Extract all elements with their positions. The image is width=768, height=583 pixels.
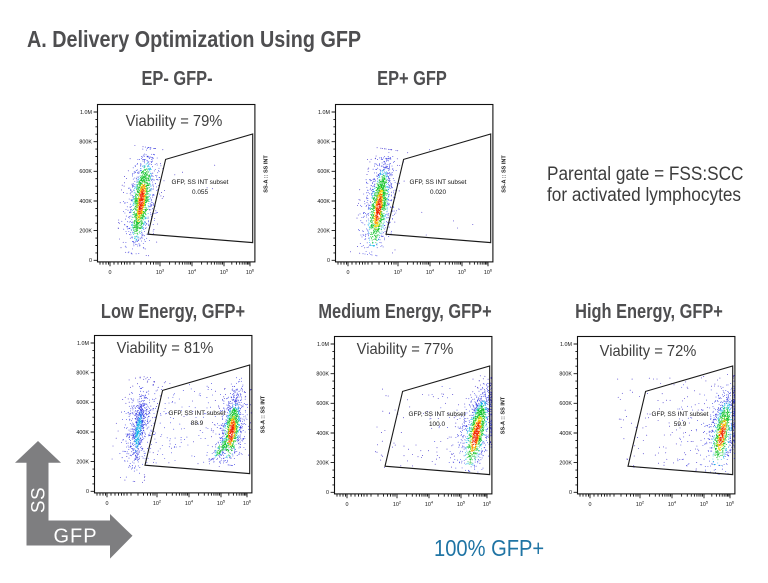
svg-text:400K: 400K bbox=[317, 199, 330, 205]
svg-text:0: 0 bbox=[327, 258, 330, 264]
svg-text:600K: 600K bbox=[79, 169, 92, 175]
svg-text:400K: 400K bbox=[316, 431, 329, 437]
svg-text:SS-A :: SS INT: SS-A :: SS INT bbox=[501, 396, 507, 434]
svg-text:GFP, SS INT subset: GFP, SS INT subset bbox=[409, 411, 466, 418]
svg-text:105: 105 bbox=[220, 268, 229, 276]
svg-text:SS-A :: SS INT: SS-A :: SS INT bbox=[502, 155, 508, 193]
svg-text:800K: 800K bbox=[316, 372, 329, 378]
svg-text:GFP, SS INT subset: GFP, SS INT subset bbox=[172, 179, 229, 186]
svg-text:800K: 800K bbox=[76, 371, 89, 377]
svg-text:GFP: GFP bbox=[53, 526, 97, 548]
svg-text:105: 105 bbox=[217, 499, 226, 507]
svg-text:106: 106 bbox=[483, 500, 492, 508]
svg-text:105: 105 bbox=[700, 500, 709, 508]
svg-text:0: 0 bbox=[89, 258, 92, 264]
svg-text:106: 106 bbox=[246, 268, 255, 276]
svg-text:0: 0 bbox=[326, 490, 329, 496]
svg-text:800K: 800K bbox=[317, 140, 330, 146]
svg-text:59.9: 59.9 bbox=[674, 421, 687, 428]
svg-text:0.055: 0.055 bbox=[192, 189, 208, 196]
svg-text:105: 105 bbox=[458, 268, 467, 276]
svg-text:1.0M: 1.0M bbox=[317, 342, 329, 348]
svg-text:0: 0 bbox=[346, 502, 349, 508]
svg-text:GFP, SS INT subset: GFP, SS INT subset bbox=[410, 179, 467, 186]
svg-text:102: 102 bbox=[393, 500, 402, 508]
svg-text:600K: 600K bbox=[316, 401, 329, 407]
svg-text:0: 0 bbox=[347, 270, 350, 276]
svg-text:104: 104 bbox=[185, 499, 194, 507]
svg-text:100.0: 100.0 bbox=[429, 421, 445, 428]
svg-text:104: 104 bbox=[668, 500, 677, 508]
svg-text:0: 0 bbox=[589, 502, 592, 508]
svg-text:104: 104 bbox=[425, 500, 434, 508]
svg-text:102: 102 bbox=[153, 499, 162, 507]
svg-text:102: 102 bbox=[636, 500, 645, 508]
svg-text:0: 0 bbox=[106, 501, 109, 507]
svg-text:106: 106 bbox=[484, 268, 493, 276]
svg-text:0: 0 bbox=[569, 490, 572, 496]
svg-text:88.9: 88.9 bbox=[191, 420, 204, 427]
svg-text:1.0M: 1.0M bbox=[77, 341, 89, 347]
svg-text:0: 0 bbox=[109, 270, 112, 276]
svg-text:106: 106 bbox=[726, 500, 735, 508]
svg-text:1.0M: 1.0M bbox=[80, 110, 92, 116]
svg-text:400K: 400K bbox=[559, 431, 572, 437]
svg-text:200K: 200K bbox=[79, 229, 92, 235]
svg-text:200K: 200K bbox=[316, 461, 329, 467]
svg-text:200K: 200K bbox=[317, 229, 330, 235]
svg-text:200K: 200K bbox=[76, 460, 89, 466]
svg-text:SS: SS bbox=[29, 487, 50, 513]
svg-text:GFP, SS INT subset: GFP, SS INT subset bbox=[169, 410, 226, 417]
svg-text:600K: 600K bbox=[317, 169, 330, 175]
svg-text:GFP, SS INT subset: GFP, SS INT subset bbox=[652, 411, 709, 418]
svg-text:400K: 400K bbox=[76, 430, 89, 436]
svg-text:106: 106 bbox=[243, 499, 252, 507]
svg-text:1.0M: 1.0M bbox=[560, 342, 572, 348]
svg-text:600K: 600K bbox=[76, 400, 89, 406]
svg-text:400K: 400K bbox=[79, 199, 92, 205]
svg-text:1.0M: 1.0M bbox=[318, 110, 330, 116]
svg-text:SS-A :: SS INT: SS-A :: SS INT bbox=[261, 395, 267, 433]
svg-text:104: 104 bbox=[188, 268, 197, 276]
svg-text:800K: 800K bbox=[79, 140, 92, 146]
svg-text:0: 0 bbox=[86, 489, 89, 495]
svg-text:200K: 200K bbox=[559, 461, 572, 467]
svg-text:600K: 600K bbox=[559, 401, 572, 407]
svg-text:105: 105 bbox=[457, 500, 466, 508]
svg-text:SS-A :: SS INT: SS-A :: SS INT bbox=[264, 155, 270, 193]
svg-text:800K: 800K bbox=[559, 372, 572, 378]
svg-text:103: 103 bbox=[156, 268, 165, 276]
svg-text:103: 103 bbox=[394, 268, 403, 276]
svg-text:104: 104 bbox=[426, 268, 435, 276]
svg-text:0.020: 0.020 bbox=[430, 189, 446, 196]
